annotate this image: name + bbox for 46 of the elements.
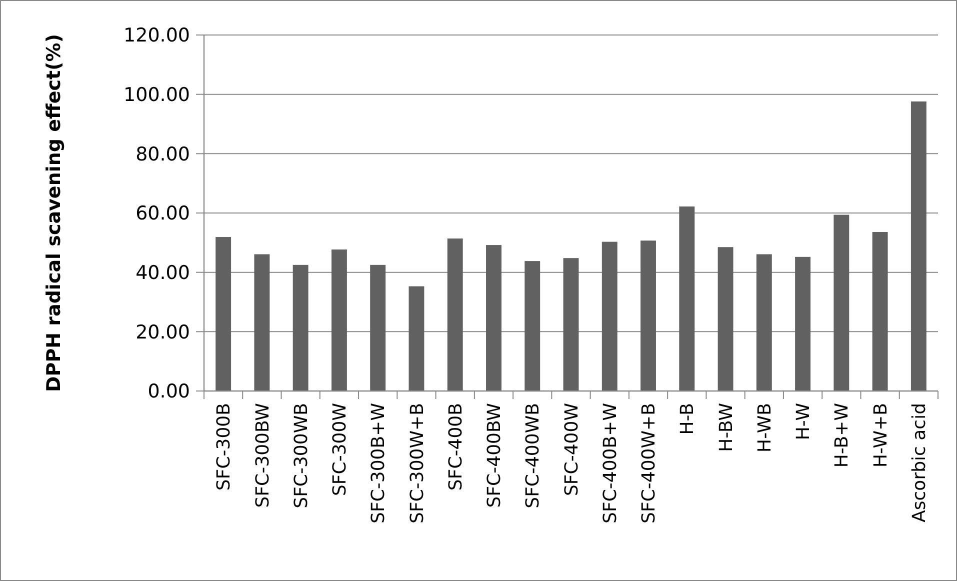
x-tick-label: SFC-300W+B: [406, 403, 428, 524]
y-tick-label: 80.00: [136, 143, 190, 166]
x-tick-label: SFC-300WB: [290, 403, 312, 508]
x-tick-label: H-BW: [716, 402, 737, 452]
x-tick-label: H-W: [793, 402, 814, 440]
x-tick-label: SFC-300B+W: [368, 402, 390, 524]
y-tick-label: 100.00: [124, 84, 190, 106]
x-tick-label: SFC-400W: [561, 402, 582, 496]
bar: [795, 256, 811, 391]
bar: [524, 261, 540, 391]
x-tick-label: SFC-400B: [445, 403, 466, 491]
bar: [292, 264, 308, 391]
x-tick-label: SFC-400B+W: [600, 402, 621, 524]
x-tick-label: H-B+W: [832, 402, 853, 468]
x-tick-label: H-B: [677, 403, 698, 435]
y-tick-label: 120.00: [124, 24, 190, 47]
x-tick-label: H-W+B: [870, 403, 892, 468]
y-tick-label: 20.00: [136, 321, 190, 344]
bar: [370, 264, 386, 391]
x-tick-label: SFC-300W: [330, 402, 351, 496]
x-tick-label: SFC-300BW: [252, 402, 274, 508]
bar: [640, 240, 656, 391]
bar: [718, 247, 734, 391]
x-tick-label: SFC-400WB: [522, 403, 544, 508]
bar: [602, 242, 618, 391]
bar: [563, 258, 579, 391]
bar: [679, 206, 695, 391]
y-axis-title: DPPH radical scavening effect(%): [43, 34, 65, 392]
x-tick-label: Ascorbic acid: [908, 403, 930, 522]
bar: [910, 101, 926, 391]
bar: [756, 254, 772, 391]
x-tick-label: SFC-400BW: [484, 402, 506, 508]
bar: [486, 245, 502, 391]
y-tick-label: 40.00: [136, 262, 190, 284]
bar: [216, 237, 232, 391]
bar: [447, 238, 463, 391]
bar: [872, 232, 888, 391]
y-tick-label: 0.00: [148, 380, 190, 403]
y-tick-label: 60.00: [136, 202, 190, 225]
bar: [331, 249, 347, 391]
x-tick-label: H-WB: [754, 403, 776, 452]
bar: [254, 254, 270, 391]
bar: [834, 214, 850, 391]
x-tick-label: SFC-300B: [214, 403, 235, 491]
bar: [408, 286, 424, 391]
x-tick-label: SFC-400W+B: [638, 403, 660, 524]
